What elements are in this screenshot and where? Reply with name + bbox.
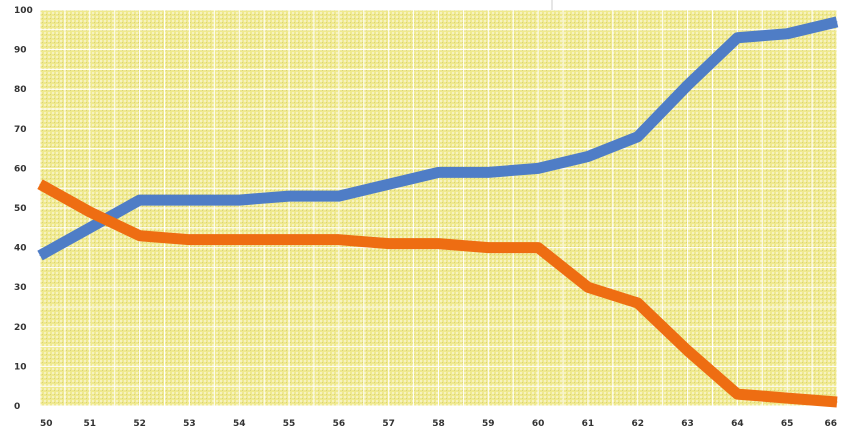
- y-tick-label: 100: [14, 6, 33, 16]
- y-tick-label: 10: [14, 362, 27, 372]
- y-tick-label: 70: [14, 125, 27, 135]
- x-tick-label: 53: [183, 419, 196, 429]
- series-2-point: [487, 247, 489, 249]
- x-tick-label: 65: [781, 419, 794, 429]
- x-tick-label: 58: [432, 419, 445, 429]
- series-2-point: [188, 239, 190, 241]
- x-tick-label: 57: [382, 419, 395, 429]
- x-tick-label: 63: [681, 419, 694, 429]
- series-2-point: [687, 350, 689, 352]
- series-1-point: [438, 171, 439, 173]
- series-1-point: [836, 21, 838, 23]
- y-tick-label: 20: [14, 323, 27, 333]
- x-tick-label: 51: [84, 419, 97, 429]
- series-1-point: [786, 33, 788, 35]
- series-2-point: [338, 239, 340, 241]
- y-tick-label: 0: [14, 402, 20, 412]
- series-1-point: [637, 136, 639, 138]
- series-1-point: [89, 227, 91, 229]
- y-tick-label: 30: [14, 283, 27, 293]
- x-tick-label: 55: [283, 419, 296, 429]
- series-2-point: [736, 393, 738, 395]
- series-1-point: [288, 195, 290, 197]
- series-lines: [37, 16, 839, 408]
- series-2-point: [637, 302, 639, 304]
- grid-lines: [39, 9, 838, 407]
- series-1-point: [338, 195, 340, 197]
- x-tick-label: 62: [631, 419, 644, 429]
- series-2-point: [587, 286, 589, 288]
- x-tick-label: 56: [333, 419, 346, 429]
- series-1-point: [388, 183, 390, 185]
- x-tick-label: 60: [532, 419, 545, 429]
- series-1-point: [687, 84, 689, 86]
- series-1-point: [487, 171, 489, 173]
- x-tick-label: 52: [133, 419, 146, 429]
- y-tick-label: 50: [14, 204, 27, 214]
- series-1-point: [139, 199, 141, 201]
- y-tick-label: 80: [14, 85, 27, 95]
- x-axis-ticks: 50 51 52 53 54 55 56 57 58 59 60 61 62 63 64 65 66: [40, 419, 837, 429]
- series-1-point: [238, 199, 240, 201]
- series-2-point: [438, 243, 439, 245]
- x-tick-label: 61: [582, 419, 595, 429]
- y-tick-label: 90: [14, 46, 27, 56]
- series-2-point: [786, 397, 788, 399]
- series-1-point: [587, 156, 589, 158]
- series-2-point: [537, 247, 539, 249]
- x-tick-label: 50: [40, 419, 53, 429]
- series-2-point: [39, 183, 41, 185]
- x-tick-label: 54: [233, 419, 246, 429]
- x-tick-label: 59: [482, 419, 495, 429]
- y-axis-ticks: 0 10 20 30 40 50 60 70 80 90 100: [14, 6, 33, 412]
- series-2-point: [89, 211, 91, 213]
- x-tick-label: 66: [824, 419, 837, 429]
- series-2-point: [388, 243, 390, 245]
- x-tick-label: 64: [731, 419, 744, 429]
- y-tick-label: 60: [14, 164, 27, 174]
- series-2-point: [288, 239, 290, 241]
- series-1-point: [736, 37, 738, 39]
- series-1-point: [537, 167, 539, 169]
- series-1-point: [39, 255, 41, 257]
- series-2-point: [139, 235, 141, 237]
- series-1-point: [188, 199, 190, 201]
- series-2-point: [836, 401, 838, 403]
- series-2-point: [238, 239, 240, 241]
- y-tick-label: 40: [14, 244, 27, 254]
